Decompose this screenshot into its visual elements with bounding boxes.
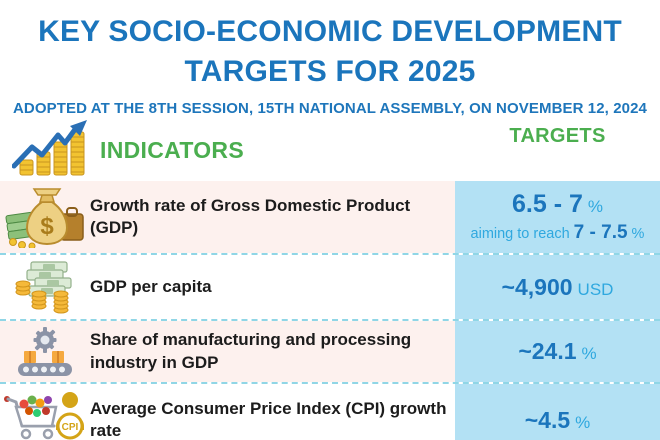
target-value: ~24.1 bbox=[518, 338, 577, 365]
note-value: 7 - 7.5 bbox=[573, 222, 628, 244]
target-value-line: ~24.1 % bbox=[518, 338, 596, 365]
indicator-cell: CPI Average Consumer Price Index (CPI) g… bbox=[0, 384, 455, 440]
target-cell: 6.5 - 7 % aiming to reach 7 - 7.5 % bbox=[455, 181, 660, 254]
cash-stacks-icon bbox=[0, 258, 90, 316]
indicators-label: INDICATORS bbox=[100, 136, 244, 163]
indicator-cell: $ Growth rate of Gross Domestic Product … bbox=[0, 181, 455, 254]
money-bag-icon: $ bbox=[0, 186, 90, 249]
indicators-header: INDICATORS bbox=[0, 119, 455, 181]
target-value: 6.5 - 7 bbox=[512, 190, 583, 219]
targets-label: TARGETS bbox=[509, 125, 606, 148]
table-row-gdp-per-capita: GDP per capita ~4,900 USD bbox=[0, 253, 660, 320]
target-value: ~4.5 bbox=[524, 406, 571, 433]
dollar-symbol: $ bbox=[40, 213, 54, 240]
indicator-label: Growth rate of Gross Domestic Product (G… bbox=[90, 195, 411, 238]
indicator-label: Average Consumer Price Index (CPI) growt… bbox=[90, 398, 447, 440]
gear-conveyor-icon bbox=[0, 325, 90, 379]
indicator-cell: GDP per capita bbox=[0, 255, 455, 319]
grocery-cart-cpi-icon: CPI bbox=[0, 390, 90, 440]
cpi-badge-text: CPI bbox=[62, 422, 79, 433]
target-value-line: ~4.5 % bbox=[525, 407, 591, 434]
coin-growth-icon bbox=[11, 119, 92, 181]
column-header-row: INDICATORS TARGETS bbox=[0, 119, 660, 181]
target-value: ~4,900 bbox=[501, 273, 573, 300]
note-prefix: aiming to reach bbox=[470, 226, 570, 243]
indicator-label: GDP per capita bbox=[90, 276, 212, 296]
target-value-line: ~4,900 USD bbox=[502, 274, 614, 301]
title-line-2: TARGETS FOR 2025 bbox=[184, 54, 476, 88]
table-row-gdp-growth: $ Growth rate of Gross Domestic Product … bbox=[0, 181, 660, 254]
title-line-1: KEY SOCIO-ECONOMIC DEVELOPMENT bbox=[38, 15, 622, 48]
target-unit: % bbox=[587, 197, 603, 217]
target-cell: ~4.5 % bbox=[455, 384, 660, 440]
target-unit: USD bbox=[577, 279, 614, 299]
subtitle: ADOPTED AT THE 8TH SESSION, 15TH NATIONA… bbox=[13, 100, 647, 118]
indicator-cell: Share of manufacturing and processing in… bbox=[0, 321, 455, 383]
target-cell: ~4,900 USD bbox=[455, 255, 660, 320]
page-title: KEY SOCIO-ECONOMIC DEVELOPMENT TARGETS F… bbox=[0, 0, 660, 91]
target-note: aiming to reach 7 - 7.5 % bbox=[471, 222, 645, 244]
target-cell: ~24.1 % bbox=[455, 321, 660, 383]
target-value-line: 6.5 - 7 % bbox=[512, 190, 603, 219]
indicator-label: Share of manufacturing and processing in… bbox=[90, 330, 412, 372]
targets-table: $ Growth rate of Gross Domestic Product … bbox=[0, 181, 660, 440]
target-unit: % bbox=[575, 412, 591, 432]
target-unit: % bbox=[581, 344, 597, 364]
table-row-manufacturing-share: Share of manufacturing and processing in… bbox=[0, 319, 660, 383]
note-unit: % bbox=[631, 226, 645, 243]
table-row-cpi-growth: CPI Average Consumer Price Index (CPI) g… bbox=[0, 382, 660, 440]
